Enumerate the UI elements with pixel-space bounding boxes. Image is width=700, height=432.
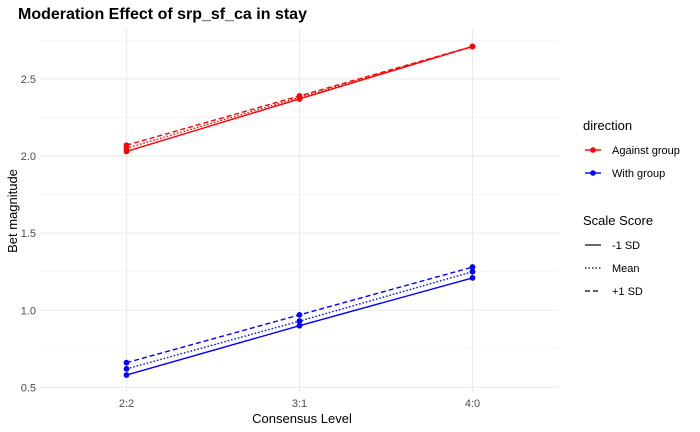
y-tick-label: 0.5: [21, 382, 36, 394]
y-axis-ticks: 0.5 1.0 1.5 2.0 2.5: [21, 74, 36, 394]
legend-title-scale: Scale Score: [583, 213, 653, 228]
x-axis-title: Consensus Level: [252, 411, 352, 426]
series-point: [296, 311, 303, 318]
series-point: [469, 264, 476, 270]
series-point: [123, 365, 130, 372]
series-point: [296, 318, 303, 324]
x-tick-label: 3:1: [292, 398, 307, 410]
y-tick-label: 1.5: [21, 228, 36, 240]
x-tick-label: 4:0: [465, 398, 480, 410]
legend-key-against-point: [590, 147, 596, 153]
series-point: [469, 274, 476, 281]
grid: [40, 28, 559, 392]
series-point: [296, 92, 303, 99]
x-axis-ticks: 2:2 3:1 4:0: [119, 398, 480, 410]
legend-item-with-group: With group: [585, 168, 665, 180]
series-point: [123, 142, 130, 149]
chart-title: Moderation Effect of srp_sf_ca in stay: [18, 6, 307, 23]
y-tick-label: 2.5: [21, 74, 36, 86]
legend-label-plus-1sd: +1 SD: [612, 286, 643, 298]
y-tick-label: 2.0: [21, 151, 36, 163]
legend-item-minus-1sd: -1 SD: [585, 240, 640, 252]
y-tick-label: 1.0: [21, 305, 36, 317]
series-point: [123, 372, 130, 378]
series-point: [296, 322, 303, 329]
legend-label-against-group: Against group: [612, 145, 680, 157]
series-point: [123, 359, 130, 366]
legend-label-with-group: With group: [612, 168, 665, 180]
legend-key-with-point: [590, 170, 596, 176]
x-tick-label: 2:2: [119, 398, 134, 410]
y-axis-title: Bet magnitude: [5, 169, 20, 253]
legend-label-minus-1sd: -1 SD: [612, 240, 640, 252]
legend-title-direction: direction: [583, 118, 632, 133]
series-point: [469, 268, 476, 275]
legend-label-mean: Mean: [612, 263, 640, 275]
legend-item-plus-1sd: +1 SD: [585, 286, 643, 298]
series-lines: [123, 43, 476, 378]
series-point: [469, 43, 476, 50]
legend-item-mean: Mean: [585, 263, 640, 275]
series-line: [126, 45, 473, 149]
legend: direction Against group With group Scale…: [583, 118, 680, 298]
legend-item-against-group: Against group: [585, 145, 680, 157]
